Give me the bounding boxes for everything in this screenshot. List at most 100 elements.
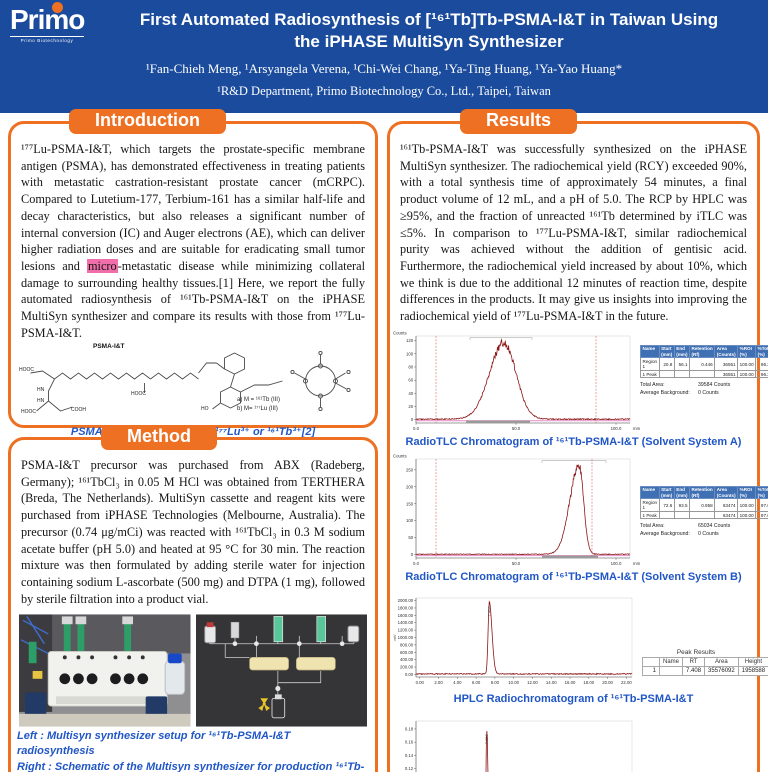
- svg-text:7.128: 7.128: [484, 733, 489, 744]
- poster-title: First Automated Radiosynthesis of [¹⁶¹Tb…: [139, 10, 719, 52]
- svg-text:12.00: 12.00: [527, 680, 538, 685]
- radiotlc-a-caption: RadioTLC Chromatogram of ¹⁶¹Tb-PSMA-I&T …: [405, 435, 742, 448]
- svg-text:50: 50: [408, 535, 413, 540]
- header: Primo Primo Biotechnology First Automate…: [0, 0, 768, 113]
- uv-partial-chart: 0.000.020.040.060.080.100.120.140.160.18…: [405, 720, 633, 772]
- radiotlc-b-totals: Total Area: 65034 Counts Average Backgroun…: [640, 523, 731, 538]
- schematic-manifolds: [248, 657, 336, 671]
- method-caption-left: Left : Multisyn synthesizer setup for ¹⁶…: [17, 730, 291, 758]
- svg-text:150: 150: [406, 501, 414, 506]
- schematic-vials: [203, 622, 359, 719]
- peak-results-title: Peak Results: [676, 648, 716, 656]
- method-figures: [19, 613, 367, 728]
- svg-text:200.00: 200.00: [400, 664, 414, 669]
- atom-label: HOOC: [131, 390, 146, 397]
- hplc-chart: 0.00 200.00 400.00 600.00 800.00 1000.00 1200.…: [392, 597, 632, 685]
- svg-text:50.0: 50.0: [512, 561, 521, 566]
- svg-text:400.00: 400.00: [400, 657, 414, 662]
- method-heading: Method: [101, 425, 217, 450]
- radiotlc-b-side: Name Start (mm) End (mm) Retention (Rf) Area…: [640, 485, 768, 570]
- svg-text:1800.00: 1800.00: [398, 605, 414, 610]
- svg-text:2000.00: 2000.00: [398, 598, 414, 603]
- svg-text:1000.00: 1000.00: [398, 635, 414, 640]
- atom-label: HN: [37, 397, 45, 404]
- hplc-side: Peak Results Name RT Area Height 1 7.408 35576…: [642, 648, 768, 689]
- svg-text:16.00: 16.00: [565, 680, 576, 685]
- introduction-body-pre: ¹⁷⁷Lu-PSMA-I&T, which targets the prosta…: [21, 142, 365, 274]
- introduction-heading: Introduction: [69, 109, 226, 134]
- hplc-block: 0.00 200.00 400.00 600.00 800.00 1000.00 1200.…: [392, 591, 768, 689]
- svg-text:100.0: 100.0: [611, 561, 622, 566]
- svg-text:6.00: 6.00: [472, 680, 481, 685]
- radiotlc-b-table: Name Start (mm) End (mm) Retention (Rf) Area…: [640, 485, 768, 520]
- introduction-body-post: -metastatic disease while minimizing col…: [21, 259, 366, 340]
- results-heading: Results: [460, 109, 578, 134]
- radiotlc-a-totals: Total Area: 39584 Counts Average Backgroun…: [640, 382, 731, 397]
- svg-text:mm: mm: [633, 426, 640, 431]
- svg-text:7.408: 7.408: [487, 606, 492, 617]
- svg-text:8.00: 8.00: [491, 680, 500, 685]
- uv-partial-block: 0.000.020.040.060.080.100.120.140.160.18…: [392, 714, 755, 772]
- svg-text:1400.00: 1400.00: [398, 620, 414, 625]
- svg-text:600.00: 600.00: [400, 650, 414, 655]
- method-section: Method PSMA-I&T precursor was purchased …: [8, 425, 378, 772]
- radiotlc-b-chart: 0 50 100 150 200 250 0.0 50.0 100.0 mm Counts: [393, 453, 640, 566]
- logo-subtext: Primo Biotechnology: [10, 36, 84, 43]
- introduction-body: ¹⁷⁷Lu-PSMA-I&T, which targets the prosta…: [11, 124, 375, 342]
- structure-title: PSMA-I&T: [93, 342, 125, 350]
- structure-note-b: b) M= ¹⁷⁷Lu (III): [237, 405, 278, 412]
- structure-note-a: a) M = ¹⁶¹Tb (III): [237, 396, 280, 403]
- introduction-section: Introduction ¹⁷⁷Lu-PSMA-I&T, which targe…: [8, 109, 378, 438]
- radioactive-icon: [257, 698, 270, 712]
- synthesizer-photo: [19, 614, 191, 727]
- svg-text:250: 250: [406, 467, 414, 472]
- radiotlc-a-side: Name Start (mm) End (mm) Retention (Rf) Area…: [640, 344, 768, 435]
- svg-text:22.00: 22.00: [621, 680, 632, 685]
- svg-text:14.00: 14.00: [546, 680, 557, 685]
- atom-label: HOOC: [19, 366, 34, 373]
- primo-logo: Primo Primo Biotechnology: [10, 2, 120, 43]
- atom-label: HN: [37, 386, 45, 393]
- results-section: Results ¹⁶¹Tb-PSMA-I&T was successfully …: [387, 109, 768, 772]
- atom-label: HOOC: [21, 408, 36, 415]
- svg-text:0.14: 0.14: [405, 753, 414, 758]
- radiotlc-a-chart: 0 20 40 60 80 100 120 0.0 50.0 100.0 mm Counts: [393, 330, 640, 431]
- svg-text:40: 40: [408, 391, 413, 396]
- svg-text:100: 100: [406, 518, 414, 523]
- atom-label: HO: [201, 405, 209, 412]
- psma-structure-figure: PSMA-I&T HOOC HN HN HOOC COOH HOOC HO a)…: [19, 342, 367, 421]
- svg-text:120: 120: [406, 338, 414, 343]
- svg-text:0.18: 0.18: [405, 726, 414, 731]
- svg-text:0: 0: [411, 552, 414, 557]
- svg-text:80: 80: [408, 364, 413, 369]
- highlight-micro: micro: [86, 259, 118, 274]
- svg-text:2.00: 2.00: [434, 680, 443, 685]
- schematic-syringes: [230, 616, 326, 643]
- hplc-caption: HPLC Radiochromatogram of ¹⁶¹Tb-PSMA-I&T: [453, 692, 694, 705]
- svg-text:1200.00: 1200.00: [398, 628, 414, 633]
- affiliation-line: ¹R&D Department, Primo Biotechnology Co.…: [217, 84, 551, 99]
- radiotlc-b-caption: RadioTLC Chromatogram of ¹⁶¹Tb-PSMA-I&T …: [405, 570, 742, 583]
- svg-text:4.00: 4.00: [453, 680, 462, 685]
- svg-text:200: 200: [406, 484, 414, 489]
- authors-line: ¹Fan-Chieh Meng, ¹Arsyangela Verena, ¹Ch…: [145, 61, 623, 77]
- svg-text:0.0: 0.0: [413, 426, 420, 431]
- svg-text:800.00: 800.00: [400, 642, 414, 647]
- svg-text:Counts: Counts: [393, 453, 407, 458]
- svg-text:20.00: 20.00: [602, 680, 613, 685]
- synthesizer-schematic: [195, 614, 367, 727]
- svg-text:0.00: 0.00: [405, 672, 414, 677]
- radiotlc-a-block: 0 20 40 60 80 100 120 0.0 50.0 100.0 mm Counts Name…: [392, 329, 768, 435]
- svg-text:1600.00: 1600.00: [398, 613, 414, 618]
- atom-label: COOH: [71, 406, 86, 413]
- method-body: PSMA-I&T precursor was purchased from AB…: [21, 458, 365, 606]
- svg-text:0.0: 0.0: [413, 561, 420, 566]
- svg-text:mm: mm: [633, 561, 640, 566]
- svg-text:Counts: Counts: [393, 330, 407, 335]
- results-body: ¹⁶¹Tb-PSMA-I&T was successfully synthesi…: [400, 142, 747, 324]
- svg-text:100.0: 100.0: [611, 426, 622, 431]
- psma-structure-drawing: [30, 350, 351, 412]
- svg-text:100: 100: [406, 351, 414, 356]
- svg-text:20: 20: [408, 404, 413, 409]
